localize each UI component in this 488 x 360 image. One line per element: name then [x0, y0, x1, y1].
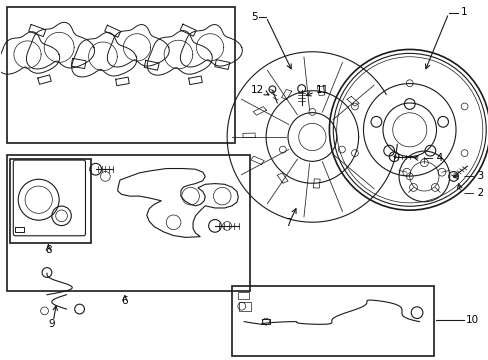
Text: +: +	[450, 174, 456, 179]
Text: 12: 12	[250, 85, 263, 95]
Text: +: +	[390, 154, 396, 160]
Text: — 2: — 2	[463, 188, 483, 198]
Bar	[231, 286, 433, 356]
Bar	[6, 7, 235, 143]
Text: — 3: — 3	[463, 171, 483, 181]
Text: 7: 7	[284, 218, 291, 228]
Bar	[237, 292, 248, 300]
Bar	[10, 159, 91, 243]
Text: 6: 6	[122, 296, 128, 306]
Text: 10: 10	[465, 315, 478, 325]
Text: 9: 9	[48, 319, 55, 329]
Bar	[6, 155, 249, 291]
Text: — 4: — 4	[423, 153, 443, 163]
Text: 8: 8	[45, 245, 52, 255]
Text: 1: 1	[460, 7, 467, 17]
Bar	[239, 302, 251, 311]
Text: 5: 5	[251, 12, 257, 22]
Text: 11: 11	[316, 85, 329, 95]
